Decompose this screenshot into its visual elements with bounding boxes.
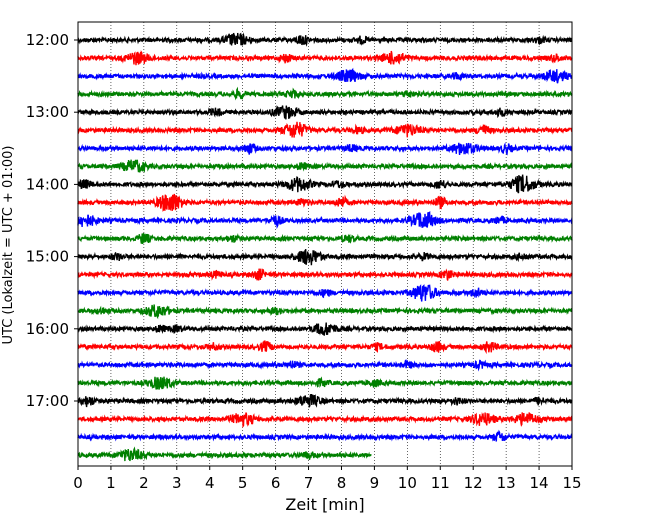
tick-layer: 0 1 2 3 4 5 6 7 8 9 10 11 12 13 14 1512:0013:0014:0015:… (26, 31, 582, 492)
y-axis-label: UTC (Lokalzeit = UTC + 01:00) (1, 146, 16, 345)
seismogram-trace (77, 193, 573, 212)
y-tick-label: 12:00 (26, 31, 69, 49)
x-tick-label: 7 (304, 474, 314, 492)
y-tick-label: 15:00 (26, 248, 69, 266)
seismogram-trace (77, 268, 573, 281)
x-tick-label: 5 (238, 474, 248, 492)
seismogram-trace (77, 232, 573, 245)
x-tick-label: 3 (172, 474, 182, 492)
seismogram-trace (77, 105, 573, 120)
x-tick-label: 15 (562, 474, 581, 492)
x-tick-label: 0 (73, 474, 83, 492)
seismogram-trace (77, 376, 573, 390)
seismogram-trace (77, 304, 573, 320)
seismogram-trace (77, 142, 573, 156)
x-tick-label: 14 (530, 474, 549, 492)
x-tick-label: 4 (205, 474, 215, 492)
x-tick-label: 8 (337, 474, 347, 492)
x-tick-label: 10 (398, 474, 417, 492)
grid-layer (110, 22, 540, 466)
seismogram-trace (77, 358, 573, 372)
seismogram-trace (77, 340, 573, 355)
x-tick-label: 12 (464, 474, 483, 492)
y-tick-label: 16:00 (26, 320, 69, 338)
seismogram-trace (77, 50, 573, 66)
seismogram-trace (77, 67, 573, 84)
seismogram-trace (77, 322, 573, 336)
plot-frame (77, 21, 573, 467)
x-tick-label: 1 (106, 474, 116, 492)
seismogram-trace (77, 249, 573, 266)
y-tick-label: 13:00 (26, 103, 69, 121)
x-tick-label: 13 (497, 474, 516, 492)
y-tick-label: 14:00 (26, 175, 69, 193)
seismogram-trace (77, 86, 573, 101)
seismogram-trace (77, 393, 573, 409)
seismogram-trace (77, 284, 573, 302)
seismogram-trace (77, 159, 573, 173)
seismogram-trace (77, 32, 573, 47)
seismogram-trace (77, 429, 573, 442)
x-tick-label: 2 (139, 474, 149, 492)
seismogram-trace (77, 446, 372, 462)
x-tick-label: 11 (431, 474, 450, 492)
x-tick-label: 9 (370, 474, 380, 492)
seismogram-trace (77, 210, 573, 230)
trace-layer (77, 32, 573, 462)
x-axis-label: Zeit [min] (285, 495, 364, 514)
x-tick-label: 6 (271, 474, 281, 492)
seismogram-trace (77, 412, 573, 429)
y-tick-label: 17:00 (26, 392, 69, 410)
seismogram-trace (77, 121, 573, 138)
seismogram-trace (77, 174, 573, 194)
